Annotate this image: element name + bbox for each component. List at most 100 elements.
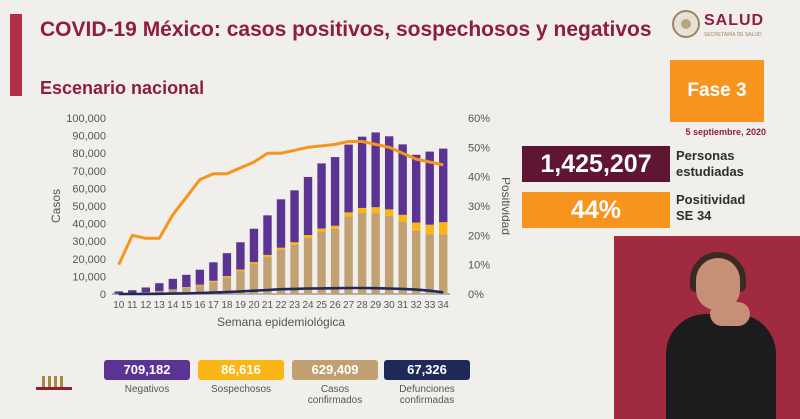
sign-language-interpreter [614,236,800,419]
bar-casos-confirmados [357,213,367,294]
bar-sospechosos [236,269,245,272]
negativos-label: Negativos [124,384,170,395]
x-tick-label: 34 [438,300,450,311]
bar-casos-confirmados [344,216,353,294]
bar-sospechosos [263,254,272,258]
legend-negativos: 709,182 Negativos [104,360,190,395]
positivity-label: Positividad SE 34 [676,192,745,224]
confirmados-value: 629,409 [292,360,378,380]
x-tick-label: 27 [343,300,355,311]
bar-sospechosos [398,214,407,222]
salud-logo: SALUD SECRETARÍA DE SALUD [672,8,776,42]
studied-label: Personas estudiadas [676,148,744,180]
bar-casos-confirmados [168,289,178,294]
bar-negativos [263,215,272,255]
y-tick-label: 30,000 [72,236,106,248]
studied-value: 1,425,207 [522,146,670,182]
bar-casos-confirmados [236,271,245,294]
phase-badge: Fase 3 [670,60,764,122]
bar-negativos [128,290,137,294]
legend-sospechosos: 86,616 Sospechosos [198,360,284,395]
x-tick-label: 29 [370,300,382,311]
seal-icon [672,10,700,38]
bar-casos-confirmados [209,281,218,294]
bar-sospechosos [249,262,259,265]
report-date: 5 septiembre, 2020 [685,127,766,137]
bar-negativos [236,242,245,270]
defunciones-label-line2: confirmadas [399,395,455,406]
bar-sospechosos [425,224,434,235]
bar-negativos [222,253,232,277]
y-tick-label: 60,000 [72,183,106,195]
x-tick-label: 16 [194,300,206,311]
bar-negativos [182,274,191,288]
x-tick-label: 14 [167,300,179,311]
bar-negativos [209,262,218,281]
sospechosos-value: 86,616 [198,360,284,380]
x-tick-label: 19 [235,300,247,311]
bar-sospechosos [222,276,232,278]
building-icon [36,376,72,390]
bar-sospechosos [317,228,326,232]
defunciones-label: Defunciones confirmadas [384,384,470,406]
y2-tick-label: 50% [468,142,490,154]
bar-casos-confirmados [412,230,421,294]
bar-negativos [357,136,367,208]
bar-negativos [330,157,340,226]
page-subtitle: Escenario nacional [40,78,205,98]
x-tick-label: 28 [357,300,369,311]
bar-negativos [425,151,434,225]
y2-tick-label: 30% [468,201,490,213]
bar-casos-confirmados [439,234,448,294]
y-tick-label: 50,000 [72,201,106,213]
bar-casos-confirmados [195,285,205,294]
bar-negativos [398,144,407,215]
bar-negativos [276,199,286,248]
studied-label-line1: Personas [676,148,735,163]
x-tick-label: 26 [330,300,342,311]
y2-tick-label: 20% [468,230,490,242]
x-tick-label: 25 [316,300,328,311]
bar-sospechosos [412,222,421,231]
x-axis-title: Semana epidemiológica [217,315,345,329]
bar-negativos [249,228,259,263]
bar-casos-confirmados [249,264,259,294]
x-tick-label: 32 [411,300,423,311]
defunciones-label-line1: Defunciones [399,384,455,395]
bar-sospechosos [290,242,299,245]
positivity-label-line2: SE 34 [676,208,712,223]
bar-casos-confirmados [276,250,286,294]
x-tick-label: 21 [262,300,274,311]
bar-negativos [290,190,299,243]
positivity-label-line1: Positividad [676,192,746,207]
y-tick-label: 100,000 [66,113,106,125]
bar-casos-confirmados [330,228,340,294]
x-tick-label: 13 [154,300,166,311]
x-tick-label: 24 [302,300,314,311]
bar-sospechosos [276,247,286,250]
bar-casos-confirmados [398,221,407,294]
bar-negativos [168,278,178,290]
bar-negativos [439,148,448,223]
bar-casos-confirmados [182,287,191,294]
y-tick-label: 90,000 [72,131,106,143]
bar-negativos [371,132,380,208]
bar-negativos [195,269,205,285]
x-tick-label: 33 [424,300,436,311]
bar-negativos [384,136,394,210]
y-tick-label: 0 [100,289,106,301]
bar-casos-confirmados [263,257,272,294]
bar-sospechosos [195,284,205,286]
confirmados-label: Casos confirmados [292,384,378,406]
y-tick-label: 80,000 [72,148,106,160]
bar-casos-confirmados [384,215,394,294]
y2-tick-label: 0% [468,289,484,301]
line-positividad [117,140,444,266]
defunciones-value: 67,326 [384,360,470,380]
line-defunciones-confirmadas [118,286,444,296]
confirmados-label-line2: confirmados [307,395,363,406]
y-tick-label: 70,000 [72,166,106,178]
interpreter-body [666,314,776,419]
interpreter-head [696,258,740,310]
y2-tick-label: 10% [468,260,490,272]
